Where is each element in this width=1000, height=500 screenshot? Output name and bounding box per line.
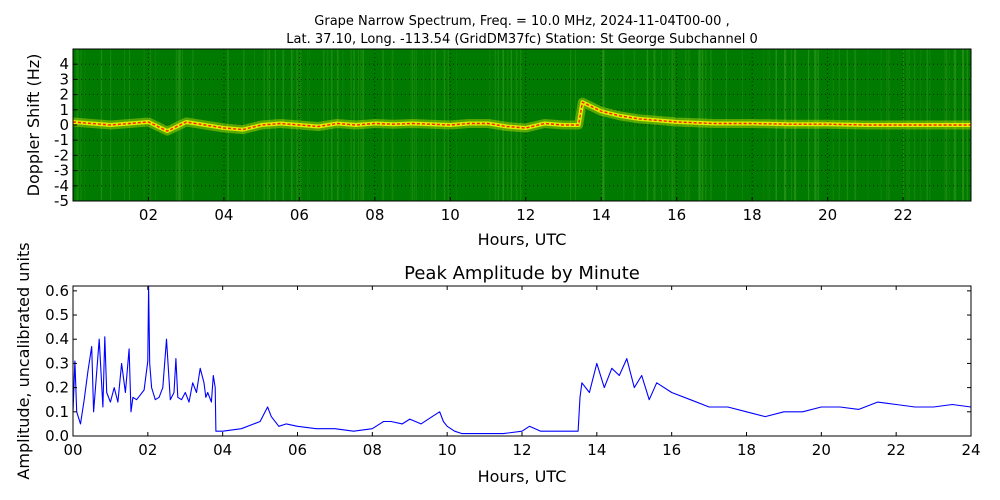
y-tick-label: 3 xyxy=(59,70,69,88)
amplitude-title: Peak Amplitude by Minute xyxy=(404,263,640,284)
y-tick-label: 0.4 xyxy=(45,330,69,348)
x-tick-label: 16 xyxy=(662,441,681,459)
x-tick-label: 12 xyxy=(512,441,531,459)
x-tick-label: 06 xyxy=(290,206,309,224)
spectrum-signal-layer xyxy=(72,97,971,136)
x-tick-label: 20 xyxy=(812,441,831,459)
amplitude-line xyxy=(72,285,972,435)
amplitude-x-axis-label: Hours, UTC xyxy=(478,467,567,486)
spectrum-x-axis-label: Hours, UTC xyxy=(478,230,567,249)
y-tick-label: -1 xyxy=(54,131,69,149)
y-tick-label: 2 xyxy=(59,86,69,104)
y-tick-label: 0 xyxy=(59,116,69,134)
y-tick-label: 0.5 xyxy=(45,306,69,324)
x-tick-label: 08 xyxy=(365,206,384,224)
y-tick-label: -4 xyxy=(54,177,69,195)
x-tick-label: 20 xyxy=(818,206,837,224)
amplitude-x-ticks: 00 02 04 06 08 10 12 14 16 18 20 22 24 xyxy=(63,286,981,459)
y-tick-label: 0.2 xyxy=(45,379,69,397)
x-tick-label: 04 xyxy=(213,441,232,459)
y-tick-label: 4 xyxy=(59,55,69,73)
x-tick-label: 00 xyxy=(63,441,82,459)
x-tick-label: 18 xyxy=(743,206,762,224)
spectrum-y-axis-label: Doppler Shift (Hz) xyxy=(24,54,43,197)
amplitude-panel: Peak Amplitude by Minute 00 02 04 06 08 10 12 1… xyxy=(14,242,981,486)
x-tick-label: 08 xyxy=(363,441,382,459)
spectrum-title-line2: Lat. 37.10, Long. -113.54 (GridDM37fc) S… xyxy=(286,32,757,47)
spectrum-x-ticks: 02 04 06 08 10 12 14 16 18 20 22 xyxy=(139,197,913,224)
x-tick-label: 18 xyxy=(737,441,756,459)
x-tick-label: 16 xyxy=(667,206,686,224)
y-tick-label: -3 xyxy=(54,162,69,180)
amplitude-y-ticks: 0.0 0.1 0.2 0.3 0.4 0.5 0.6 xyxy=(45,282,971,445)
y-tick-label: 0.3 xyxy=(45,354,69,372)
x-tick-label: 14 xyxy=(587,441,606,459)
doppler-peak-line xyxy=(72,101,971,132)
x-tick-label: 22 xyxy=(887,441,906,459)
y-tick-label: -5 xyxy=(54,192,69,210)
y-tick-label: 1 xyxy=(59,101,69,119)
amplitude-y-axis-label: Amplitude, uncalibrated units xyxy=(14,242,33,479)
y-tick-label: 0.0 xyxy=(45,427,69,445)
spectrum-panel: Grape Narrow Spectrum, Freq. = 10.0 MHz,… xyxy=(24,14,972,249)
x-tick-label: 06 xyxy=(288,441,307,459)
amplitude-series xyxy=(72,285,972,435)
y-tick-label: -2 xyxy=(54,146,69,164)
x-tick-label: 24 xyxy=(961,441,980,459)
y-tick-label: 0.6 xyxy=(45,282,69,300)
x-tick-label: 22 xyxy=(894,206,913,224)
x-tick-label: 10 xyxy=(441,206,460,224)
x-tick-label: 14 xyxy=(592,206,611,224)
x-tick-label: 12 xyxy=(516,206,535,224)
y-tick-label: 0.1 xyxy=(45,403,69,421)
spectrum-title-line1: Grape Narrow Spectrum, Freq. = 10.0 MHz,… xyxy=(314,14,729,29)
x-tick-label: 02 xyxy=(139,206,158,224)
amplitude-background xyxy=(73,286,971,436)
x-tick-label: 10 xyxy=(438,441,457,459)
x-tick-label: 04 xyxy=(214,206,233,224)
x-tick-label: 02 xyxy=(138,441,157,459)
